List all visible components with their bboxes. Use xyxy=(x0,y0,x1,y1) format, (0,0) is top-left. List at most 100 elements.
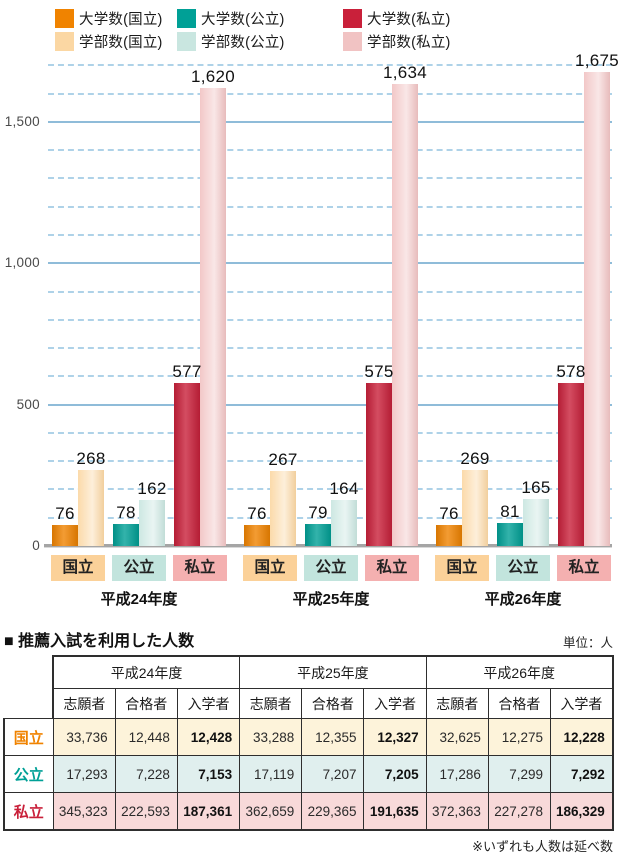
table-corner-cell xyxy=(4,656,53,719)
gridline-1500 xyxy=(48,120,612,123)
sub-header-志願者: 志願者 xyxy=(239,688,303,719)
table-cell: 7,153 xyxy=(176,755,241,793)
legend-item-label: 大学数(国立) xyxy=(79,11,163,28)
table-cell: 17,293 xyxy=(52,755,116,793)
legend-item-label: 学部数(公立) xyxy=(201,34,285,51)
category-box-公立: 公立 xyxy=(112,555,166,581)
table-cell: 7,205 xyxy=(363,755,427,793)
table-footnote: ※いずれも人数は延べ数 xyxy=(472,839,613,854)
gridline-200 xyxy=(48,488,612,491)
table-cell: 12,355 xyxy=(301,718,365,756)
sub-header-入学者: 入学者 xyxy=(363,688,427,719)
bar-大学数(公立) xyxy=(497,523,523,546)
category-box-公立: 公立 xyxy=(496,555,550,581)
category-box-私立: 私立 xyxy=(557,555,611,581)
sub-header-合格者: 合格者 xyxy=(487,688,552,719)
gridline-1100 xyxy=(48,234,612,237)
bar-大学数(私立) xyxy=(558,382,584,547)
category-box-国立: 国立 xyxy=(243,555,297,581)
legend-swatch-icon xyxy=(343,8,362,28)
table-cell: 32,625 xyxy=(425,718,489,756)
table-cell: 7,299 xyxy=(487,755,552,793)
table-cell: 33,736 xyxy=(52,718,116,756)
sub-header-合格者: 合格者 xyxy=(114,688,178,719)
y-axis-tick-label: 1,000 xyxy=(4,255,40,271)
category-box-国立: 国立 xyxy=(435,555,489,581)
bar-学部数(私立) xyxy=(584,72,610,546)
bar-value-label: 76 xyxy=(55,503,75,523)
gridline-700 xyxy=(48,347,612,350)
table-cell: 372,363 xyxy=(425,792,489,831)
bar-value-label: 575 xyxy=(364,362,394,382)
bar-value-label: 267 xyxy=(268,449,298,469)
table-cell: 17,119 xyxy=(239,755,303,793)
legend-item: 学部数(私立) xyxy=(343,31,451,51)
year-header: 平成24年度 xyxy=(52,655,241,689)
sub-header-入学者: 入学者 xyxy=(550,688,614,719)
bar-value-label: 79 xyxy=(308,502,328,522)
legend-item: 大学数(公立) xyxy=(177,8,285,28)
bar-大学数(国立) xyxy=(436,524,462,547)
recommendation-admissions-table: 平成24年度 平成25年度 平成26年度 志願者 合格者 入学者 志願者 合格者 入学者 志願者合… xyxy=(3,655,614,831)
category-box-国立: 国立 xyxy=(51,555,105,581)
table-unit-label: 単位：人 xyxy=(562,636,613,650)
legend-item: 学部数(国立) xyxy=(55,31,163,51)
gridline-1200 xyxy=(48,205,612,208)
bar-学部数(国立) xyxy=(270,470,296,547)
bar-value-label: 162 xyxy=(137,479,167,499)
bar-value-label: 164 xyxy=(329,478,359,498)
gridline-1600 xyxy=(48,92,612,95)
legend-item: 大学数(国立) xyxy=(55,8,163,28)
table-cell: 33,288 xyxy=(239,718,303,756)
bar-value-label: 577 xyxy=(172,361,202,381)
bar-value-label: 1,620 xyxy=(190,67,236,87)
bar-value-label: 269 xyxy=(460,448,490,468)
bar-大学数(公立) xyxy=(305,523,331,547)
sub-header-入学者: 入学者 xyxy=(176,688,241,719)
table-header-row: ■ 推薦入試を利用した人数 単位：人 xyxy=(0,627,619,655)
table-cell: 12,327 xyxy=(363,718,427,756)
chart-legend: 大学数(国立) 学部数(国立) 大学数(公立) 学部数(公立) 大学数(私立) 学部数(私… xyxy=(0,0,619,54)
bar-value-label: 76 xyxy=(247,503,267,523)
y-axis-tick-label: 500 xyxy=(16,396,40,412)
sub-header-志願者: 志願者 xyxy=(51,688,116,719)
bar-value-label: 268 xyxy=(76,449,106,469)
bar-value-label: 76 xyxy=(439,503,459,523)
bar-value-label: 78 xyxy=(116,502,136,522)
legend-swatch-icon xyxy=(177,8,196,28)
gridline-1300 xyxy=(48,177,612,180)
table-cell: 222,593 xyxy=(114,792,178,831)
bar-学部数(国立) xyxy=(78,470,104,546)
bar-学部数(私立) xyxy=(392,84,418,546)
bar-大学数(私立) xyxy=(366,383,392,546)
bar-学部数(私立) xyxy=(200,88,226,546)
bar-value-label: 165 xyxy=(521,478,551,498)
category-box-公立: 公立 xyxy=(304,555,358,581)
sub-header-志願者: 志願者 xyxy=(425,688,489,719)
y-axis-tick-label: 0 xyxy=(32,538,40,553)
bar-大学数(私立) xyxy=(174,382,200,547)
gridline-800 xyxy=(48,318,612,321)
category-box-私立: 私立 xyxy=(173,555,227,581)
legend-item-label: 大学数(公立) xyxy=(201,11,285,28)
bar-学部数(公立) xyxy=(523,499,549,546)
gridline-600 xyxy=(48,375,612,378)
row-label-私立: 私立 xyxy=(3,792,54,831)
table-cell: 186,329 xyxy=(550,792,614,831)
bar-大学数(国立) xyxy=(244,524,270,547)
table-cell: 12,228 xyxy=(550,718,614,756)
gridline-900 xyxy=(48,290,612,293)
universities-faculties-bar-chart: 0 500 1,000 1,500 76 268 国立 78 162 公立 577 1,620 私立 平成… xyxy=(0,51,619,617)
gridline-300 xyxy=(48,460,612,463)
legend-swatch-icon xyxy=(177,31,196,51)
bar-value-label: 1,634 xyxy=(382,63,428,83)
category-box-私立: 私立 xyxy=(365,555,419,581)
table-cell: 12,448 xyxy=(114,718,178,756)
legend-swatch-icon xyxy=(343,31,362,51)
table-cell: 191,635 xyxy=(363,792,427,831)
table-cell: 12,428 xyxy=(176,718,241,756)
bar-大学数(国立) xyxy=(52,524,78,547)
table-cell: 227,278 xyxy=(487,792,552,831)
year-label: 平成25年度 xyxy=(292,591,370,608)
